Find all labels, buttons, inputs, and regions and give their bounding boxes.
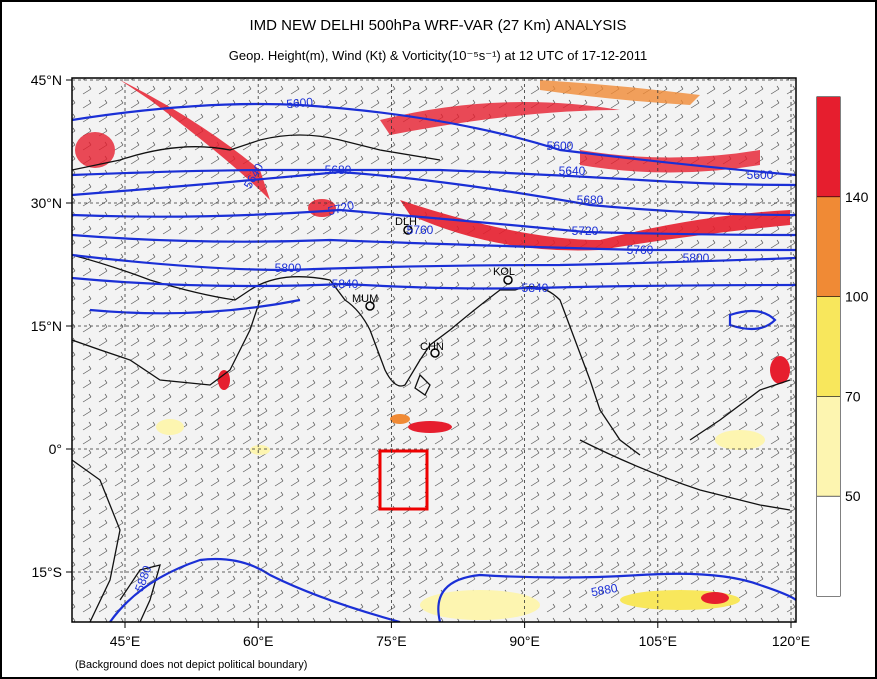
- contour-label: 5720: [572, 224, 599, 238]
- city-label: KOL: [493, 266, 515, 278]
- colorbar-bin: [817, 97, 840, 197]
- lon-label: 75°E: [376, 633, 407, 649]
- city-label: DLH: [395, 216, 417, 228]
- city-marker: [430, 348, 440, 358]
- coastlines: [72, 134, 791, 622]
- subtitle: Geop. Height(m), Wind (Kt) & Vorticity(1…: [229, 48, 647, 63]
- contour-label: 5600: [547, 139, 574, 153]
- lat-label: 0°: [49, 441, 62, 457]
- colorbar-label: 100: [845, 289, 869, 305]
- colorbar-bin: [817, 196, 840, 297]
- colorbar-label: 140: [845, 189, 869, 205]
- contour-label: 5760: [627, 243, 654, 257]
- lat-label: 15°N: [31, 318, 62, 334]
- contour-label: 5800: [275, 261, 302, 275]
- contour-label: 5840: [332, 277, 359, 291]
- contour-label: 5840: [522, 281, 549, 295]
- lon-label: 45°E: [110, 633, 141, 649]
- map-border: [71, 77, 797, 623]
- colorbar-bin: [817, 296, 840, 397]
- lon-label: 90°E: [509, 633, 540, 649]
- city-marker: [503, 275, 513, 285]
- footnote: (Background does not depict political bo…: [75, 659, 307, 671]
- contour-label: 5880: [590, 581, 619, 599]
- lon-label: 120°E: [772, 633, 810, 649]
- lon-label: 105°E: [639, 633, 677, 649]
- colorbar-label: 50: [845, 488, 861, 504]
- contour-label: 5680: [577, 193, 604, 207]
- colorbar-bin: [817, 396, 840, 497]
- title: IMD NEW DELHI 500hPa WRF-VAR (27 Km) ANA…: [249, 17, 626, 34]
- lat-label: 45°N: [31, 72, 62, 88]
- city-marker: [403, 225, 413, 235]
- map-area: [72, 78, 796, 622]
- contour-label: 5680: [325, 163, 352, 177]
- contours: [72, 102, 796, 622]
- contour-label: 5760: [407, 223, 434, 237]
- city-label: MUM: [352, 293, 378, 305]
- contour-label: 5640: [559, 164, 586, 178]
- vorticity: [75, 80, 790, 620]
- highlight-box: [378, 449, 429, 511]
- colorbar-label: 70: [845, 388, 861, 404]
- contour-label: 5800: [683, 251, 710, 265]
- lat-label: 30°N: [31, 195, 62, 211]
- city-marker: [365, 301, 375, 311]
- city-label: CHN: [420, 341, 444, 353]
- contour-label: 5600: [286, 95, 314, 111]
- contour-label: 5600: [747, 168, 774, 182]
- lon-label: 60°E: [243, 633, 274, 649]
- colorbar-bin: [817, 496, 840, 596]
- contour-label: 5720: [326, 198, 356, 219]
- lat-label: 15°S: [31, 564, 62, 580]
